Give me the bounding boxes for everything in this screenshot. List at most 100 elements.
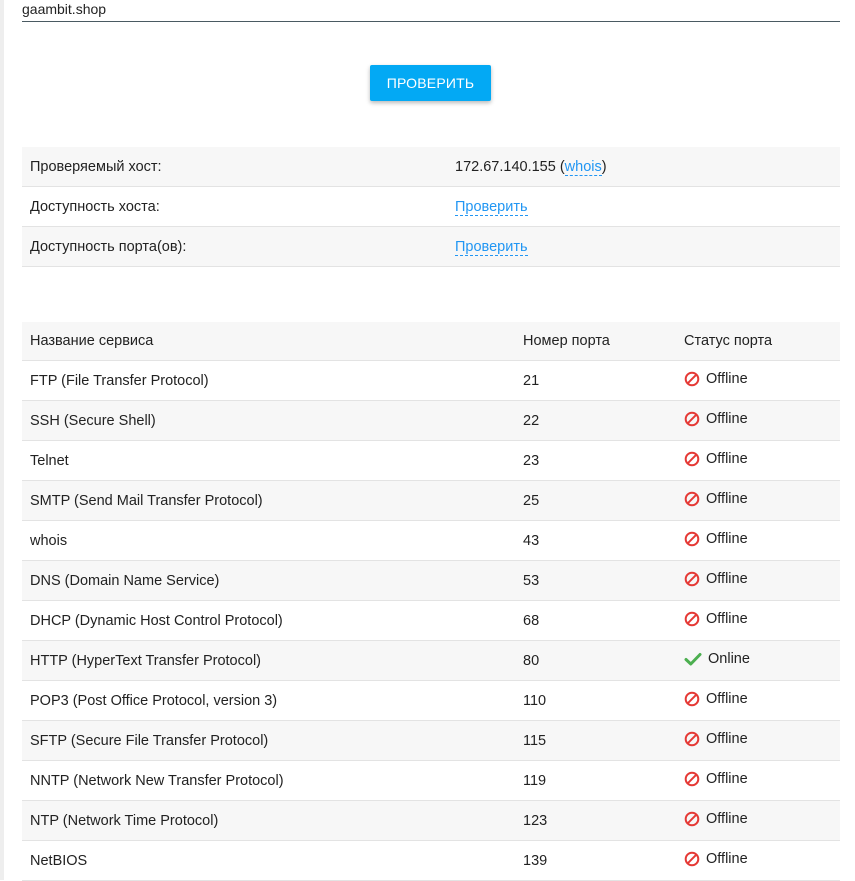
service-name-cell: SMTP (Send Mail Transfer Protocol) [22, 480, 515, 521]
port-number-cell: 53 [515, 560, 676, 601]
status-text: Offline [706, 770, 748, 787]
host-ip: 172.67.140.155 [455, 158, 556, 175]
blocked-icon [684, 771, 700, 787]
blocked-icon [684, 451, 700, 467]
host-info-row: Проверяемый хост: 172.67.140.155 (whois) [22, 147, 840, 187]
host-info-row: Доступность порта(ов): Проверить [22, 226, 840, 267]
status-indicator: Offline [684, 851, 748, 867]
status-indicator: Offline [684, 771, 748, 787]
service-name-cell: POP3 (Post Office Protocol, version 3) [22, 680, 515, 721]
port-number-cell: 43 [515, 520, 676, 561]
port-number-cell: 22 [515, 400, 676, 441]
host-availability-value: Проверить [447, 186, 840, 227]
status-indicator: Offline [684, 611, 748, 627]
check-ports-link[interactable]: Проверить [455, 238, 528, 256]
status-text: Offline [706, 410, 748, 427]
ports-table-body: FTP (File Transfer Protocol) 21 Offline SSH… [22, 360, 840, 881]
service-name-cell: SFTP (Secure File Transfer Protocol) [22, 720, 515, 761]
port-row: FTP (File Transfer Protocol) 21 Offline [22, 360, 840, 401]
service-name-cell: whois [22, 520, 515, 561]
ports-header-row: Название сервиса Номер порта Статус порт… [22, 322, 840, 361]
port-number-cell: 25 [515, 480, 676, 521]
port-number-cell: 123 [515, 800, 676, 841]
port-status-cell: Offline [676, 720, 840, 761]
port-row: NetBIOS 139 Offline [22, 840, 840, 881]
port-status-cell: Offline [676, 400, 840, 441]
status-indicator: Offline [684, 411, 748, 427]
blocked-icon [684, 851, 700, 867]
port-availability-value: Проверить [447, 226, 840, 267]
port-status-cell: Online [676, 640, 840, 681]
domain-input[interactable] [22, 0, 840, 22]
blocked-icon [684, 811, 700, 827]
host-info-row: Доступность хоста: Проверить [22, 186, 840, 227]
port-number-cell: 119 [515, 760, 676, 801]
status-text: Offline [706, 730, 748, 747]
status-indicator: Offline [684, 811, 748, 827]
service-name-cell: DNS (Domain Name Service) [22, 560, 515, 601]
service-name-cell: HTTP (HyperText Transfer Protocol) [22, 640, 515, 681]
status-indicator: Offline [684, 491, 748, 507]
status-text: Offline [706, 450, 748, 467]
ports-table: Название сервиса Номер порта Статус порт… [22, 322, 840, 881]
check-host-link[interactable]: Проверить [455, 198, 528, 216]
port-number-cell: 110 [515, 680, 676, 721]
blocked-icon [684, 411, 700, 427]
port-row: HTTP (HyperText Transfer Protocol) 80 Onli… [22, 640, 840, 681]
header-service-name: Название сервиса [22, 322, 515, 361]
blocked-icon [684, 371, 700, 387]
status-indicator: Offline [684, 451, 748, 467]
service-name-cell: NTP (Network Time Protocol) [22, 800, 515, 841]
whois-link[interactable]: whois [564, 158, 602, 176]
port-row: DHCP (Dynamic Host Control Protocol) 68 Of… [22, 600, 840, 641]
port-row: NNTP (Network New Transfer Protocol) 119 O… [22, 760, 840, 801]
blocked-icon [684, 611, 700, 627]
host-info-table: Проверяемый хост: 172.67.140.155 (whois)… [22, 147, 840, 267]
status-text: Offline [706, 810, 748, 827]
status-indicator: Offline [684, 691, 748, 707]
service-name-cell: DHCP (Dynamic Host Control Protocol) [22, 600, 515, 641]
port-row: NTP (Network Time Protocol) 123 Offline [22, 800, 840, 841]
status-text: Online [708, 650, 750, 667]
status-text: Offline [706, 570, 748, 587]
port-status-cell: Offline [676, 560, 840, 601]
status-indicator: Offline [684, 571, 748, 587]
port-row: whois 43 Offline [22, 520, 840, 561]
service-name-cell: FTP (File Transfer Protocol) [22, 360, 515, 401]
left-border [0, 0, 4, 880]
port-number-cell: 139 [515, 840, 676, 881]
port-number-cell: 21 [515, 360, 676, 401]
check-icon [684, 651, 702, 667]
port-row: SFTP (Secure File Transfer Protocol) 115 O… [22, 720, 840, 761]
service-name-cell: SSH (Secure Shell) [22, 400, 515, 441]
port-status-cell: Offline [676, 360, 840, 401]
service-name-cell: NetBIOS [22, 840, 515, 881]
status-indicator: Offline [684, 731, 748, 747]
blocked-icon [684, 491, 700, 507]
service-name-cell: Telnet [22, 440, 515, 481]
port-row: SSH (Secure Shell) 22 Offline [22, 400, 840, 441]
port-status-cell: Offline [676, 680, 840, 721]
port-status-cell: Offline [676, 840, 840, 881]
checked-host-value: 172.67.140.155 (whois) [447, 147, 840, 187]
port-status-cell: Offline [676, 800, 840, 841]
port-row: DNS (Domain Name Service) 53 Offline [22, 560, 840, 601]
port-number-cell: 115 [515, 720, 676, 761]
check-button[interactable]: ПРОВЕРИТЬ [370, 65, 491, 101]
status-text: Offline [706, 530, 748, 547]
port-row: POP3 (Post Office Protocol, version 3) 11… [22, 680, 840, 721]
port-status-cell: Offline [676, 440, 840, 481]
blocked-icon [684, 691, 700, 707]
status-indicator: Online [684, 651, 750, 667]
status-text: Offline [706, 370, 748, 387]
port-status-cell: Offline [676, 520, 840, 561]
status-indicator: Offline [684, 371, 748, 387]
port-status-cell: Offline [676, 480, 840, 521]
blocked-icon [684, 571, 700, 587]
status-indicator: Offline [684, 531, 748, 547]
port-status-cell: Offline [676, 760, 840, 801]
port-number-cell: 23 [515, 440, 676, 481]
port-number-cell: 80 [515, 640, 676, 681]
host-availability-label: Доступность хоста: [22, 186, 447, 227]
checked-host-label: Проверяемый хост: [22, 147, 447, 187]
